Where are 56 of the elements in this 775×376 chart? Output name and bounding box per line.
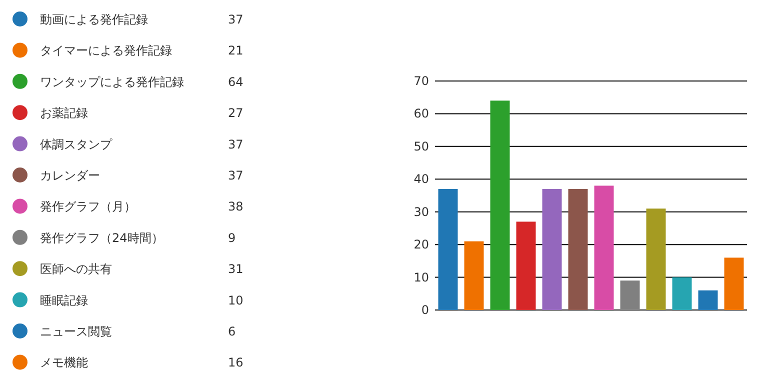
data-label: 37 bbox=[228, 137, 244, 152]
category-label: 発作グラフ（24時間） bbox=[40, 230, 164, 245]
y-tick-label: 0 bbox=[421, 303, 429, 317]
data-label: 6 bbox=[228, 324, 236, 338]
bar bbox=[438, 188, 458, 310]
y-tick-label: 70 bbox=[414, 74, 429, 88]
bar bbox=[672, 277, 692, 310]
row: 発作グラフ（24時間） 9 bbox=[12, 230, 236, 245]
category-label: メモ機能 bbox=[40, 356, 88, 370]
row: カレンダー 37 bbox=[12, 168, 244, 182]
bar bbox=[620, 280, 640, 310]
data-label: 21 bbox=[228, 44, 244, 58]
bar bbox=[724, 258, 744, 310]
data-label: 38 bbox=[228, 200, 244, 214]
data-label: 16 bbox=[228, 356, 244, 370]
category-label: 発作グラフ（月） bbox=[40, 200, 136, 214]
row: タイマーによる発作記録 21 bbox=[12, 42, 244, 58]
data-label: 64 bbox=[228, 74, 244, 89]
bar bbox=[698, 290, 718, 310]
category-label: カレンダー bbox=[40, 168, 100, 182]
row: ニュース閲覧 6 bbox=[12, 324, 236, 338]
bar bbox=[568, 188, 588, 310]
y-tick-label: 40 bbox=[414, 172, 429, 186]
data-label: 31 bbox=[228, 262, 244, 276]
y-tick-label: 60 bbox=[414, 106, 429, 121]
category-label: ワンタップによる発作記録 bbox=[40, 74, 184, 89]
bar bbox=[542, 188, 562, 310]
row: 発作グラフ（月） 38 bbox=[12, 198, 244, 214]
bar bbox=[490, 100, 510, 310]
row: 医師への共有 31 bbox=[12, 261, 244, 276]
category-label: お薬記録 bbox=[40, 106, 88, 120]
bar bbox=[594, 186, 614, 310]
data-label: 9 bbox=[228, 230, 236, 245]
data-label: 27 bbox=[228, 106, 244, 120]
bar bbox=[516, 222, 536, 310]
y-tick-label: 50 bbox=[414, 139, 429, 154]
row: 動画による発作記録 37 bbox=[12, 12, 244, 26]
data-label: 37 bbox=[228, 168, 244, 182]
row: 睡眠記録 10 bbox=[12, 292, 244, 308]
y-tick-label: 10 bbox=[414, 270, 429, 284]
bar bbox=[464, 241, 484, 310]
data-label: 37 bbox=[228, 12, 244, 26]
category-label: 医師への共有 bbox=[40, 262, 112, 276]
category-label: 睡眠記録 bbox=[40, 293, 88, 308]
row: 体調スタンプ 37 bbox=[12, 136, 244, 152]
y-tick-label: 20 bbox=[414, 238, 429, 252]
category-label: ニュース閲覧 bbox=[40, 324, 112, 338]
data-label: 10 bbox=[228, 293, 244, 308]
category-label: 動画による発作記録 bbox=[40, 12, 148, 26]
category-label: 体調スタンプ bbox=[40, 137, 113, 152]
category-label: タイマーによる発作記録 bbox=[40, 44, 172, 58]
row: お薬記録 27 bbox=[12, 105, 244, 120]
bar bbox=[646, 208, 666, 310]
y-tick-label: 30 bbox=[414, 204, 429, 219]
row: メモ機能 16 bbox=[12, 354, 244, 370]
row: ワンタップによる発作記録 64 bbox=[12, 74, 244, 89]
